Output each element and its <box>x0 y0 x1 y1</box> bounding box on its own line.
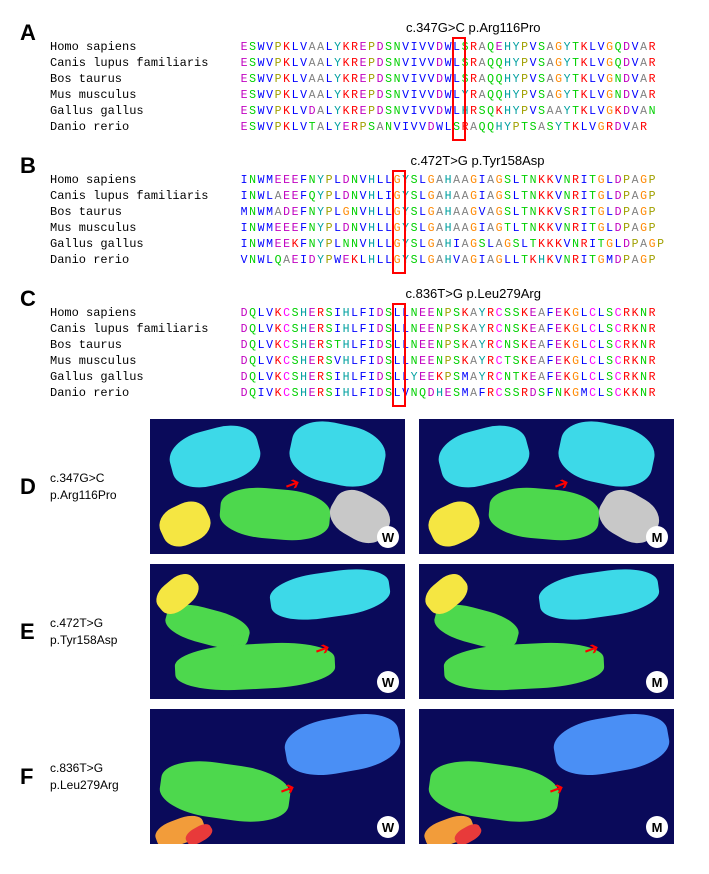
alignment-row: Gallus gallusESWVPKLVDALYKREPDSNVIVVDWLH… <box>50 103 657 119</box>
species-name: Mus musculus <box>50 354 240 368</box>
sequence: INWMEEEFNYPLDNVHLLGYSLGAHAAGIAGSLTNKKVNR… <box>240 174 657 187</box>
species-name: Gallus gallus <box>50 237 240 251</box>
alignment-row: Mus musculusINWMEEEFNYPLDNVHLLGYSLGAHAAG… <box>50 220 665 236</box>
structure-image: ➔W <box>150 419 405 554</box>
panel-letter: E <box>20 619 42 645</box>
sequence: DQIVKCSHERSIHLFIDSLVNQDHESMAFRCSSRDSFNKG… <box>240 387 657 400</box>
sequence: INWLAEEFQYPLDNVHLIGYSLGAHAAGIAGSLTNKKVNR… <box>240 190 657 203</box>
species-name: Homo sapiens <box>50 306 240 320</box>
species-name: Homo sapiens <box>50 173 240 187</box>
alignment-row: Canis lupus familiarisINWLAEEFQYPLDNVHLI… <box>50 188 665 204</box>
sequence: INWMEEEFNYPLDNVHLLGYSLGAHAAGIAGTLTNKKVNR… <box>240 222 657 235</box>
alignment-row: Homo sapiensDQLVKCSHERSIHLFIDSLLNEENPSKA… <box>50 305 657 321</box>
structure-image: ➔M <box>419 564 674 699</box>
structure-badge: M <box>646 671 668 693</box>
structure-badge: W <box>377 671 399 693</box>
sequence: MNWMADEFNYPLGNVHLLGYSLGAHAAGVAGSLTNKKVSR… <box>240 206 657 219</box>
sequence: DQLVKCSHERSTHLFIDSLLNEENPSKAYRCNSKEAFEKG… <box>240 339 657 352</box>
sequence: ESWVPKLVAALYKREPDSNVIVVDWLSRAQQHYPVSAGYT… <box>240 73 657 86</box>
alignment-row: Gallus gallusDQLVKCSHERSIHLFIDSLLYEEKPSM… <box>50 369 657 385</box>
species-name: Homo sapiens <box>50 40 240 54</box>
species-name: Bos taurus <box>50 338 240 352</box>
panel-A: Ac.347G>C p.Arg116ProHomo sapiensESWVPKL… <box>20 20 689 135</box>
structure-label: c.836T>Gp.Leu279Arg <box>50 760 150 794</box>
panel-letter: C <box>20 286 42 312</box>
alignment-row: Homo sapiensESWVPKLVAALYKREPDSNVIVVDWLSR… <box>50 39 657 55</box>
alignment-row: Canis lupus familiarisDQLVKCSHERSIHLFIDS… <box>50 321 657 337</box>
panel-B: Bc.472T>G p.Tyr158AspHomo sapiensINWMEEE… <box>20 153 689 268</box>
alignment-row: Bos taurusESWVPKLVAALYKREPDSNVIVVDWLSRAQ… <box>50 71 657 87</box>
species-name: Mus musculus <box>50 221 240 235</box>
panel-letter: F <box>20 764 42 790</box>
species-name: Danio rerio <box>50 386 240 400</box>
structure-image: ➔W <box>150 709 405 844</box>
structure-label: c.472T>Gp.Tyr158Asp <box>50 615 150 649</box>
structure-badge: M <box>646 816 668 838</box>
sequence: ESWVPKLVAALYKREPDSNVIVVDWLSRAQEHYPVSAGYT… <box>240 41 657 54</box>
sequence: ESWVPKLVTALYERPSANVIVVDWLSRAQQHYPTSASYTK… <box>240 121 648 134</box>
sequence: ESWVPKLVDALYKREPDSNVIVVDWLHRSQKHYPVSAAYT… <box>240 105 657 118</box>
structure-badge: W <box>377 526 399 548</box>
sequence: INWMEEKFNYPLNNVHLLGYSLGAHIAGSLAGSLTKKKVN… <box>240 238 665 251</box>
alignment-row: Bos taurusMNWMADEFNYPLGNVHLLGYSLGAHAAGVA… <box>50 204 665 220</box>
panel-letter: B <box>20 153 42 179</box>
alignment-row: Danio rerioESWVPKLVTALYERPSANVIVVDWLSRAQ… <box>50 119 657 135</box>
sequence: DQLVKCSHERSIHLFIDSLLNEENPSKAYRCSSKEAFEKG… <box>240 307 657 320</box>
species-name: Gallus gallus <box>50 370 240 384</box>
variant-title: c.836T>G p.Leu279Arg <box>290 286 657 301</box>
sequence: DQLVKCSHERSIHLFIDSLLYEEKPSMAYRCNTKEAFEKG… <box>240 371 657 384</box>
alignment-row: Danio rerioVNWLQAEIDYPWEKLHLLGYSLGAHVAGI… <box>50 252 665 268</box>
structure-row: Dc.347G>Cp.Arg116Pro➔W➔M <box>20 419 689 554</box>
structure-badge: W <box>377 816 399 838</box>
variant-title: c.472T>G p.Tyr158Asp <box>290 153 665 168</box>
structure-row: Ec.472T>Gp.Tyr158Asp➔W➔M <box>20 564 689 699</box>
species-name: Bos taurus <box>50 205 240 219</box>
sequence: ESWVPKLVAALYKREPDSNVIVVDWLSRAQQHYPVSAGYT… <box>240 57 657 70</box>
structure-label: c.347G>Cp.Arg116Pro <box>50 470 150 504</box>
panel-letter: A <box>20 20 42 46</box>
sequence: VNWLQAEIDYPWEKLHLLGYSLGAHVAGIAGLLTKHKVNR… <box>240 254 657 267</box>
species-name: Canis lupus familiaris <box>50 322 240 336</box>
alignment-row: Bos taurusDQLVKCSHERSTHLFIDSLLNEENPSKAYR… <box>50 337 657 353</box>
structure-badge: M <box>646 526 668 548</box>
alignment-row: Homo sapiensINWMEEEFNYPLDNVHLLGYSLGAHAAG… <box>50 172 665 188</box>
species-name: Mus musculus <box>50 88 240 102</box>
variant-title: c.347G>C p.Arg116Pro <box>290 20 657 35</box>
alignment-row: Danio rerioDQIVKCSHERSIHLFIDSLVNQDHESMAF… <box>50 385 657 401</box>
panel-C: Cc.836T>G p.Leu279ArgHomo sapiensDQLVKCS… <box>20 286 689 401</box>
alignment-row: Mus musculusDQLVKCSHERSVHLFIDSLLNEENPSKA… <box>50 353 657 369</box>
structure-image: ➔W <box>150 564 405 699</box>
sequence: DQLVKCSHERSVHLFIDSLLNEENPSKAYRCTSKEAFEKG… <box>240 355 657 368</box>
species-name: Bos taurus <box>50 72 240 86</box>
alignment-row: Gallus gallusINWMEEKFNYPLNNVHLLGYSLGAHIA… <box>50 236 665 252</box>
structure-image: ➔M <box>419 419 674 554</box>
species-name: Gallus gallus <box>50 104 240 118</box>
sequence: ESWVPKLVAALYKREPDSNVIVVDWLYRAQQHYPVSAGYT… <box>240 89 657 102</box>
alignment-row: Canis lupus familiarisESWVPKLVAALYKREPDS… <box>50 55 657 71</box>
alignment-row: Mus musculusESWVPKLVAALYKREPDSNVIVVDWLYR… <box>50 87 657 103</box>
species-name: Canis lupus familiaris <box>50 56 240 70</box>
structure-image: ➔M <box>419 709 674 844</box>
species-name: Canis lupus familiaris <box>50 189 240 203</box>
structure-row: Fc.836T>Gp.Leu279Arg➔W➔M <box>20 709 689 844</box>
sequence: DQLVKCSHERSIHLFIDSLLNEENPSKAYRCNSKEAFEKG… <box>240 323 657 336</box>
panel-letter: D <box>20 474 42 500</box>
species-name: Danio rerio <box>50 253 240 267</box>
species-name: Danio rerio <box>50 120 240 134</box>
